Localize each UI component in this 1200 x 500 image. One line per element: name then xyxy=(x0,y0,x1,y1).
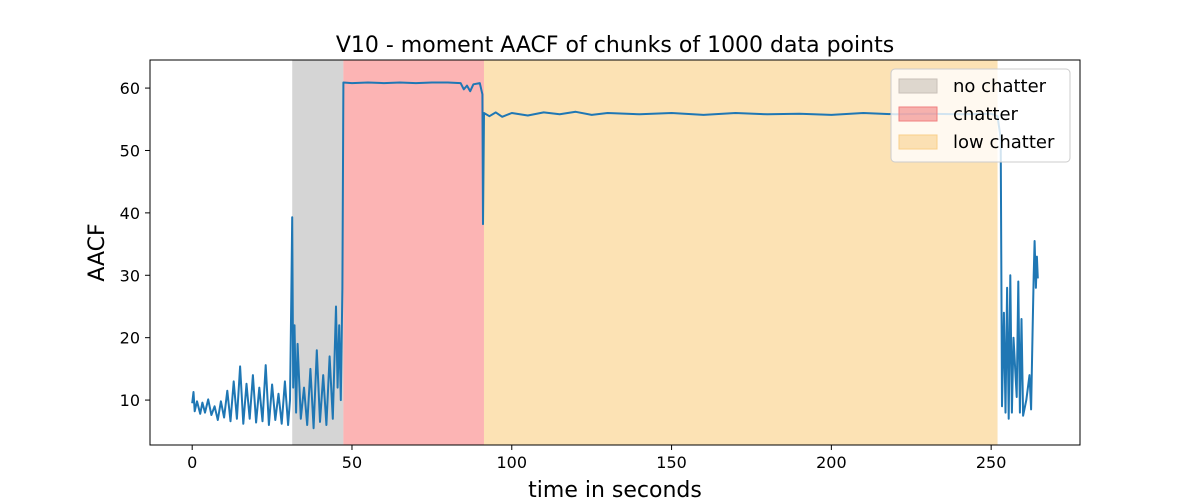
y-tick-label: 20 xyxy=(120,329,140,348)
y-tick-label: 50 xyxy=(120,141,140,160)
x-axis-title: time in seconds xyxy=(528,478,702,500)
legend-swatch xyxy=(898,78,938,94)
legend-label: chatter xyxy=(953,104,1019,125)
x-tick-label: 0 xyxy=(187,453,197,472)
legend: no chatter chatter low chatter xyxy=(890,68,1071,163)
y-tick-label: 10 xyxy=(120,391,140,410)
x-tick-label: 250 xyxy=(976,453,1007,472)
series-layer xyxy=(191,81,1039,430)
x-tick-label: 200 xyxy=(816,453,847,472)
legend-label: low chatter xyxy=(953,132,1055,153)
region-chatter xyxy=(343,60,484,445)
y-tick-label: 40 xyxy=(120,204,140,223)
legend-swatch xyxy=(898,106,938,122)
series-line xyxy=(191,81,1039,430)
y-axis: 10 20 30 40 50 60 xyxy=(120,79,150,410)
legend-swatch xyxy=(898,134,938,150)
x-tick-label: 150 xyxy=(656,453,687,472)
x-tick-label: 50 xyxy=(342,453,362,472)
y-axis-title: AACF xyxy=(85,223,110,281)
legend-label: no chatter xyxy=(953,76,1047,97)
y-tick-label: 30 xyxy=(120,266,140,285)
y-tick-label: 60 xyxy=(120,79,140,98)
x-axis: 0 50 100 150 200 250 xyxy=(187,445,1006,472)
plot-frame xyxy=(149,59,1081,446)
chart-title: V10 - moment AACF of chunks of 1000 data… xyxy=(336,33,894,58)
x-tick-label: 100 xyxy=(496,453,527,472)
